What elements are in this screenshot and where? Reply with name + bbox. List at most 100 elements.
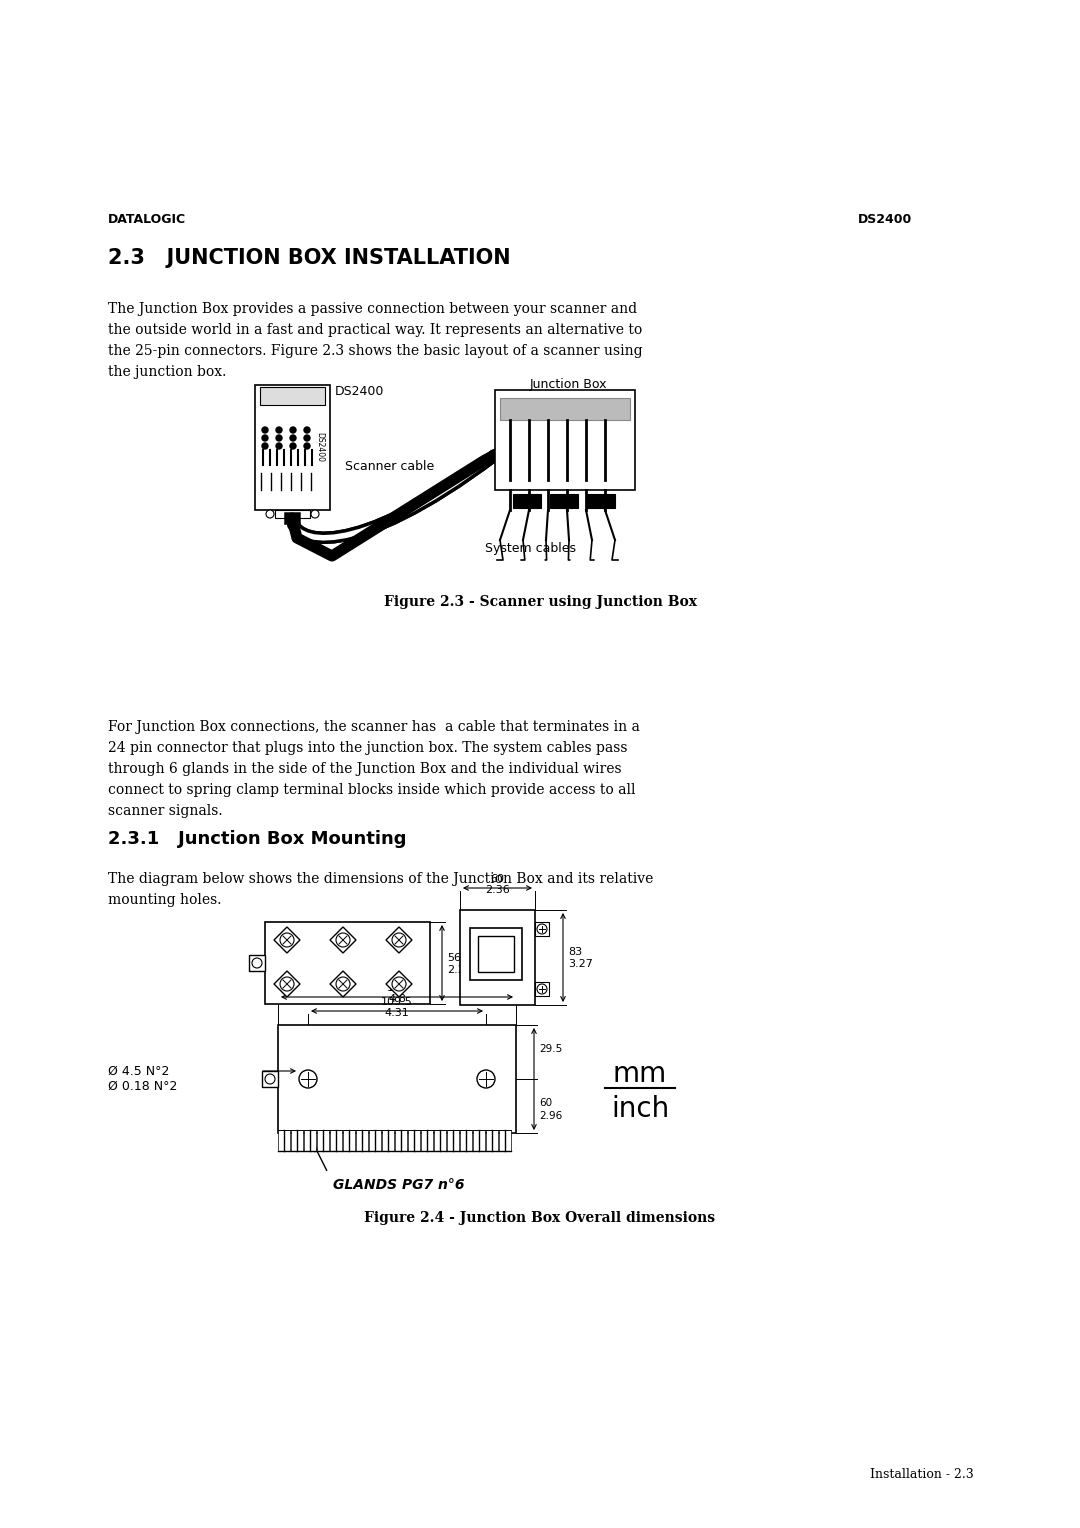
Circle shape [303,426,310,432]
Circle shape [299,1070,318,1088]
Text: 2.21: 2.21 [447,966,472,975]
Polygon shape [386,927,411,953]
Text: For Junction Box connections, the scanner has  a cable that terminates in a: For Junction Box connections, the scanne… [108,720,639,733]
Text: The diagram below shows the dimensions of the Junction Box and its relative: The diagram below shows the dimensions o… [108,872,653,886]
Polygon shape [274,970,300,996]
Bar [447,1131,459,1151]
Circle shape [262,435,268,442]
Polygon shape [330,927,356,953]
Bar [262,1071,278,1086]
Text: scanner signals.: scanner signals. [108,804,222,817]
Bar [382,1131,394,1151]
Text: connect to spring clamp terminal blocks inside which provide access to all: connect to spring clamp terminal blocks … [108,782,635,798]
Bar [303,1131,316,1151]
Circle shape [303,443,310,449]
Text: through 6 glands in the side of the Junction Box and the individual wires: through 6 glands in the side of the Junc… [108,762,622,776]
Text: 2.3.1   Junction Box Mounting: 2.3.1 Junction Box Mounting [108,830,406,848]
Text: 109.5: 109.5 [381,996,413,1007]
Circle shape [276,435,282,442]
Text: 83: 83 [568,947,582,957]
Circle shape [262,443,268,449]
Circle shape [537,924,546,934]
Text: 4.8: 4.8 [388,995,406,1004]
Circle shape [280,934,294,947]
Circle shape [537,984,546,995]
Bar [260,387,325,405]
Bar [588,494,615,507]
Text: mm: mm [612,1060,667,1088]
Text: Figure 2.4 - Junction Box Overall dimensions: Figure 2.4 - Junction Box Overall dimens… [364,1212,716,1225]
Bar [356,1131,368,1151]
Circle shape [303,435,310,442]
Text: DS2400: DS2400 [335,385,384,397]
Text: Figure 2.3 - Scanner using Junction Box: Figure 2.3 - Scanner using Junction Box [383,594,697,610]
Polygon shape [386,970,411,996]
Bar [265,921,430,1004]
Bar [343,1131,355,1151]
Circle shape [291,435,296,442]
Bar [421,1131,433,1151]
Text: Ø 0.18 N°2: Ø 0.18 N°2 [108,1080,177,1093]
Bar [434,1131,446,1151]
Text: mounting holes.: mounting holes. [108,892,221,908]
Text: 3.27: 3.27 [568,960,593,969]
Text: Ø 4.5 N°2: Ø 4.5 N°2 [108,1065,170,1077]
Text: the 25-pin connectors. Figure 2.3 shows the basic layout of a scanner using: the 25-pin connectors. Figure 2.3 shows … [108,344,643,358]
Circle shape [252,958,262,969]
Circle shape [262,426,268,432]
Circle shape [265,1074,275,1083]
Circle shape [336,934,350,947]
Circle shape [392,934,406,947]
Circle shape [291,443,296,449]
Bar [369,1131,381,1151]
Text: 29.5: 29.5 [539,1044,563,1054]
Text: 122: 122 [387,983,407,993]
Text: Scanner cable: Scanner cable [345,460,434,474]
Bar [550,494,578,507]
Bar [460,911,535,1005]
Text: the junction box.: the junction box. [108,365,227,379]
Bar [513,494,541,507]
Bar [291,1131,303,1151]
Text: Installation - 2.3: Installation - 2.3 [870,1468,974,1481]
Bar [460,1131,472,1151]
Bar [499,1131,511,1151]
Bar [486,1131,498,1151]
Bar [500,397,630,420]
Text: 60: 60 [539,1099,552,1108]
Text: 56: 56 [447,953,461,963]
Bar [255,385,330,510]
Text: 4.31: 4.31 [384,1008,409,1018]
Text: 2.36: 2.36 [485,885,510,895]
Bar [478,937,514,972]
Text: Junction Box: Junction Box [530,377,607,391]
Bar [395,1131,407,1151]
Polygon shape [274,927,300,953]
Bar [495,390,635,490]
Text: GLANDS PG7 n°6: GLANDS PG7 n°6 [333,1178,464,1192]
Circle shape [276,426,282,432]
Bar [318,1131,329,1151]
Circle shape [276,443,282,449]
Bar [330,1131,342,1151]
Circle shape [311,510,319,518]
Text: 60: 60 [490,874,504,885]
Text: 24 pin connector that plugs into the junction box. The system cables pass: 24 pin connector that plugs into the jun… [108,741,627,755]
Bar [535,983,549,996]
Bar [470,927,522,979]
Text: System cables: System cables [485,542,576,555]
Text: inch: inch [611,1096,670,1123]
Text: 2.96: 2.96 [539,1111,563,1122]
Text: DS2400: DS2400 [315,432,324,461]
Text: The Junction Box provides a passive connection between your scanner and: The Junction Box provides a passive conn… [108,303,637,316]
Circle shape [477,1070,495,1088]
Bar [278,1131,291,1151]
Bar [535,921,549,937]
Text: DATALOGIC: DATALOGIC [108,212,186,226]
Polygon shape [330,970,356,996]
Circle shape [392,976,406,992]
Text: DS2400: DS2400 [858,212,913,226]
Circle shape [336,976,350,992]
Circle shape [291,426,296,432]
Circle shape [280,976,294,992]
